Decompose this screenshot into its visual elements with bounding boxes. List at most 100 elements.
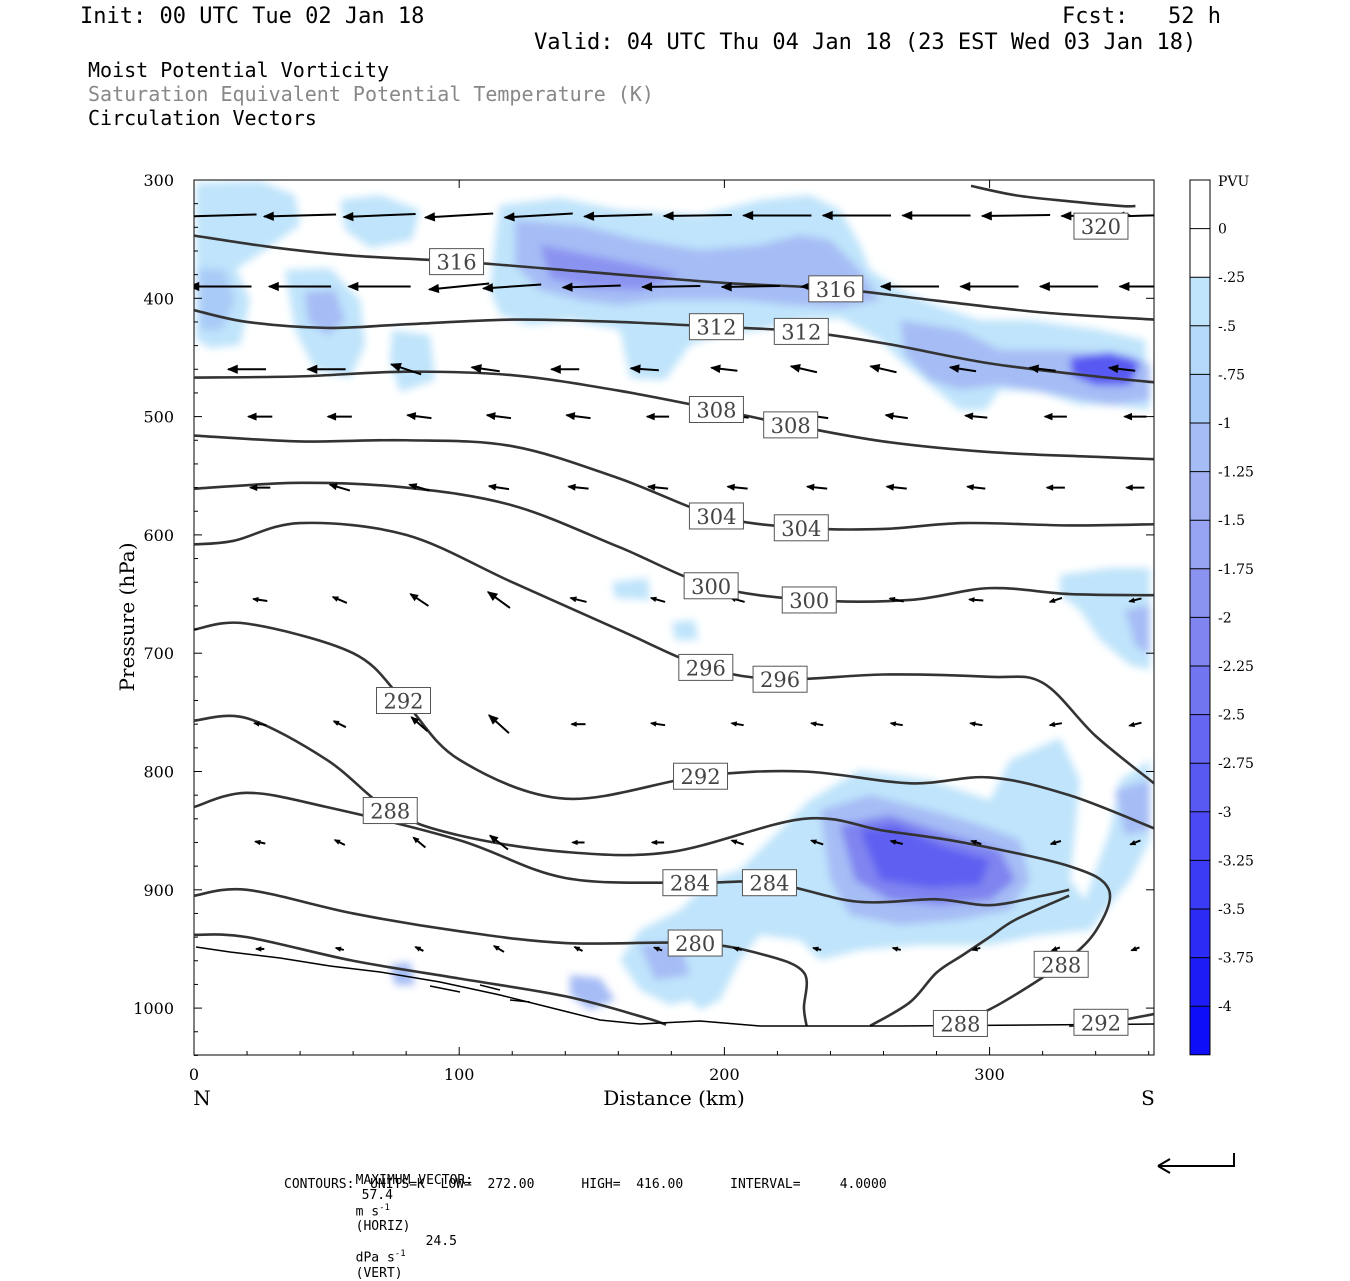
vector-arrow — [885, 483, 907, 491]
contour-label-text: 316 — [436, 251, 476, 275]
vector-arrow — [412, 836, 427, 849]
pv-region-small-600 — [612, 578, 650, 600]
contour-label: 288 — [932, 1009, 988, 1037]
plot-frame — [193, 179, 1155, 1056]
vector-arrow — [1118, 281, 1154, 292]
contour-label-box — [688, 502, 744, 530]
contour-label: 304 — [773, 514, 829, 542]
colorbar-swatch — [1190, 568, 1210, 618]
contour-label: 288 — [362, 797, 418, 825]
vector-arrow — [1049, 839, 1062, 846]
vector-arrow — [730, 839, 744, 846]
contour-label-box — [752, 665, 808, 693]
vector-arrow — [427, 282, 490, 294]
pv-region-right-650-dark — [1125, 605, 1150, 655]
colorbar-label: -3.5 — [1218, 902, 1245, 918]
colorbar-swatch — [1190, 763, 1210, 812]
vector-arrow — [252, 597, 268, 603]
vector-arrow — [408, 483, 430, 492]
colorbar-swatch — [1190, 423, 1210, 472]
vert-exponent: -1 — [394, 1249, 406, 1260]
vector-arrow — [470, 364, 500, 374]
colorbar-label: 0 — [1218, 222, 1227, 238]
pv-region-upper-right — [900, 320, 1150, 405]
vector-arrow — [730, 721, 744, 727]
vector-arrow — [645, 412, 670, 421]
vector-arrow — [649, 721, 666, 727]
y-tick-label: 600 — [143, 526, 174, 545]
pv-region-right-800 — [1115, 780, 1150, 835]
contour-label: 292 — [673, 762, 729, 790]
vector-arrow — [1028, 364, 1056, 374]
vector-arrow — [966, 484, 986, 491]
max-vector-label: MAXIMUM VECTOR: — [355, 1173, 474, 1188]
contour-label-box — [667, 929, 723, 957]
x-axis-label: Distance (km) — [603, 1086, 745, 1110]
contour-label-text: 308 — [771, 414, 811, 438]
colorbar-swatch — [1190, 520, 1210, 569]
contour-label-text: 296 — [686, 656, 726, 680]
contour-292 — [194, 621, 1154, 830]
colorbar-label: -2 — [1218, 610, 1232, 626]
pv-region-bottom-small-b — [390, 962, 415, 985]
contour-label-text: 288 — [1041, 953, 1081, 977]
contour-label-text: 296 — [760, 668, 800, 692]
vector-arrow — [662, 211, 732, 221]
x-tick-label: 0 — [189, 1065, 199, 1084]
vector-arrow — [571, 839, 585, 846]
vector-arrow — [1038, 281, 1099, 292]
contour-label: 316 — [429, 248, 485, 276]
contour-label: 296 — [752, 665, 808, 693]
x-end-label-north: N — [193, 1086, 211, 1110]
contour-label-box — [932, 1009, 988, 1037]
contour-label-text: 312 — [781, 320, 821, 344]
contour-label-box — [688, 396, 744, 424]
pv-region-left-mid-dark — [305, 290, 345, 335]
vector-arrow — [980, 211, 1051, 221]
contour-label-box — [1073, 1008, 1129, 1036]
vector-arrow — [646, 483, 669, 491]
colorbar-label: -3 — [1218, 805, 1232, 821]
vector-arrow — [254, 839, 266, 846]
colorbar-label: -4 — [1218, 999, 1232, 1015]
vector-arrow — [570, 721, 586, 727]
vector-arrow — [333, 839, 346, 846]
contour-info: CONTOURS: UNITS=K LOW= 272.00 HIGH= 416.… — [284, 1177, 887, 1192]
contour-280 — [194, 887, 809, 1027]
contour-label-text: 304 — [781, 517, 821, 541]
colorbar-swatch — [1190, 714, 1210, 764]
vector-arrow — [486, 591, 511, 609]
pv-region-small-a — [390, 330, 435, 392]
vector-arrow — [901, 210, 971, 221]
contour-label-box — [673, 762, 729, 790]
vector-arrow — [1129, 839, 1141, 846]
pv-region-bottom-small-a — [570, 975, 615, 1010]
y-tick-label: 400 — [143, 289, 174, 308]
vector-arrow — [488, 834, 509, 851]
contour-label-box — [688, 313, 744, 341]
vector-arrow — [710, 364, 738, 374]
contour-292 — [869, 894, 1070, 1027]
vector-arrow — [1048, 721, 1063, 728]
contour-label: 296 — [678, 653, 734, 681]
contour-label-text: 316 — [816, 278, 856, 302]
vector-arrow — [549, 364, 580, 374]
pv-region-upper-left — [196, 181, 300, 330]
contour-label: 288 — [1033, 950, 1089, 978]
vector-arrow — [891, 946, 902, 952]
field-title-mpv: Moist Potential Vorticity — [88, 58, 390, 82]
vector-arrow — [328, 483, 351, 492]
colorbar-swatch — [1190, 228, 1210, 278]
contour-label: 300 — [683, 572, 739, 600]
vector-arrow — [389, 362, 422, 376]
vector-arrow — [488, 714, 510, 734]
vector-arrow — [565, 412, 591, 421]
vector-arrow — [253, 721, 267, 727]
vector-arrow — [487, 483, 510, 491]
contour-label: 312 — [688, 313, 744, 341]
colorbar: 0 -.25 -.5 -.75 -1 -1.25 -1.5 -1.75 -2 -2.25 -2.5 -… — [1189, 179, 1254, 1056]
vector-arrow — [267, 281, 332, 292]
terrain-line-lower — [429, 984, 531, 1003]
contour-label-text: 288 — [940, 1012, 980, 1036]
contour-label-box — [741, 869, 797, 897]
